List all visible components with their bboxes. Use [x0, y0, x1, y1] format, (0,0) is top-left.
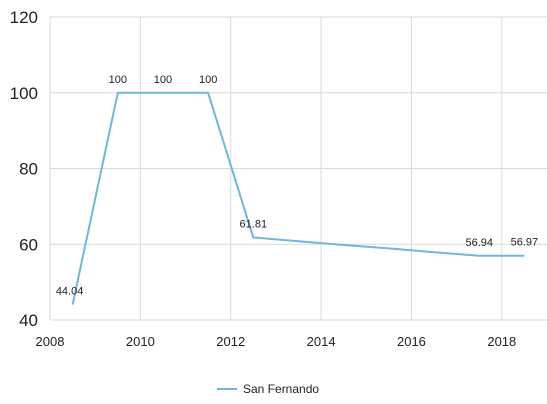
- axes: 40 60 80 100 120 2008 2010 2012 2014 2016 2018: [10, 8, 517, 349]
- data-labels: 44.04 100 100 100 61.81 56.94 56.97: [56, 74, 538, 298]
- series: [71, 91, 525, 305]
- data-label: 56.94: [465, 237, 493, 249]
- legend[interactable]: San Fernando: [217, 382, 319, 396]
- data-label: 100: [109, 74, 127, 86]
- x-tick-label: 2008: [36, 334, 65, 349]
- grid: [49, 16, 547, 321]
- x-tick-label: 2014: [307, 334, 336, 349]
- data-label: 100: [154, 74, 172, 86]
- y-tick-label: 120: [10, 8, 38, 27]
- y-tick-label: 80: [19, 160, 38, 179]
- y-tick-label: 100: [10, 84, 38, 103]
- x-tick-label: 2016: [397, 334, 426, 349]
- data-label: 100: [199, 74, 217, 86]
- y-tick-label: 40: [19, 311, 38, 330]
- x-tick-label: 2010: [126, 334, 155, 349]
- data-label: 44.04: [56, 286, 84, 298]
- data-label: 61.81: [240, 218, 268, 230]
- x-tick-label: 2018: [487, 334, 516, 349]
- legend-label-san-fernando: San Fernando: [243, 382, 319, 396]
- x-tick-label: 2012: [216, 334, 245, 349]
- y-tick-label: 60: [19, 235, 38, 254]
- series-line-san-fernando: [71, 91, 525, 305]
- data-label: 56.97: [511, 237, 539, 249]
